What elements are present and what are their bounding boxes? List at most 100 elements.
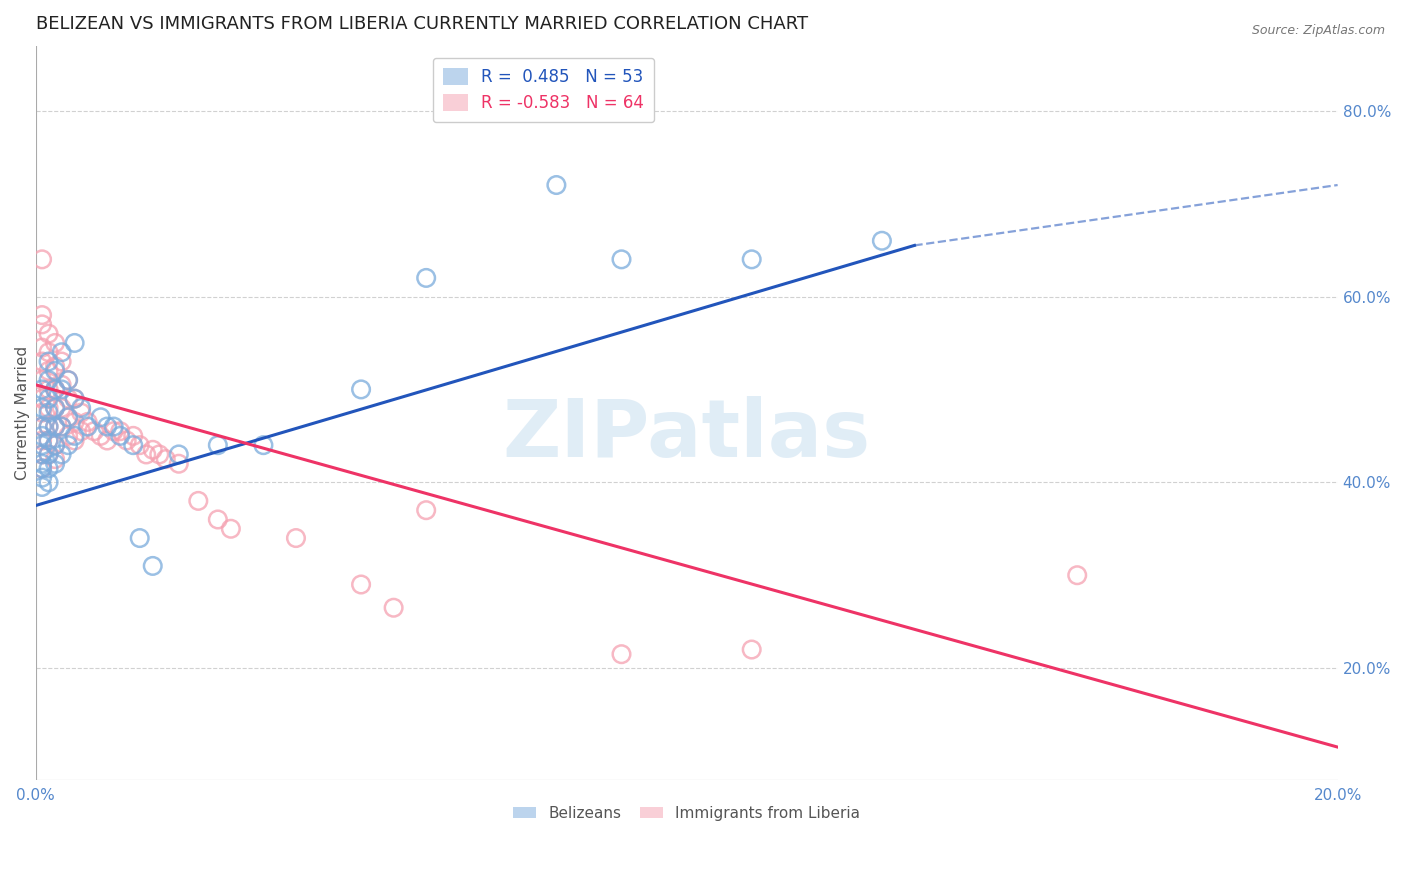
Point bbox=[56, 410, 79, 425]
Point bbox=[610, 647, 633, 661]
Point bbox=[31, 354, 53, 368]
Point bbox=[70, 401, 93, 415]
Point bbox=[31, 406, 53, 420]
Point bbox=[31, 471, 53, 485]
Text: Source: ZipAtlas.com: Source: ZipAtlas.com bbox=[1251, 24, 1385, 37]
Text: ZIPatlas: ZIPatlas bbox=[502, 396, 870, 474]
Point bbox=[31, 461, 53, 475]
Point bbox=[76, 419, 98, 434]
Point bbox=[38, 401, 60, 415]
Point bbox=[415, 503, 437, 517]
Point bbox=[135, 447, 157, 461]
Point bbox=[31, 434, 53, 448]
Legend: Belizeans, Immigrants from Liberia: Belizeans, Immigrants from Liberia bbox=[508, 800, 866, 827]
Point bbox=[31, 392, 53, 406]
Point bbox=[142, 558, 165, 573]
Point bbox=[108, 429, 131, 443]
Point bbox=[350, 383, 373, 397]
Point bbox=[56, 410, 79, 425]
Point bbox=[31, 419, 53, 434]
Point bbox=[142, 442, 165, 457]
Point bbox=[44, 438, 66, 452]
Point bbox=[63, 415, 86, 429]
Point bbox=[219, 522, 242, 536]
Point bbox=[415, 271, 437, 285]
Point bbox=[31, 480, 53, 494]
Point bbox=[31, 429, 53, 443]
Point bbox=[44, 359, 66, 374]
Point bbox=[38, 392, 60, 406]
Point bbox=[44, 364, 66, 378]
Point bbox=[38, 419, 60, 434]
Point bbox=[31, 447, 53, 461]
Point bbox=[44, 419, 66, 434]
Point bbox=[38, 461, 60, 475]
Point bbox=[63, 392, 86, 406]
Point bbox=[128, 531, 150, 545]
Point bbox=[350, 577, 373, 591]
Point bbox=[51, 377, 73, 392]
Point bbox=[187, 494, 209, 508]
Y-axis label: Currently Married: Currently Married bbox=[15, 345, 30, 480]
Point bbox=[56, 392, 79, 406]
Point bbox=[44, 457, 66, 471]
Point bbox=[207, 512, 229, 526]
Point bbox=[31, 438, 53, 452]
Point bbox=[51, 419, 73, 434]
Point bbox=[38, 364, 60, 378]
Point bbox=[38, 475, 60, 490]
Point bbox=[44, 438, 66, 452]
Point bbox=[285, 531, 308, 545]
Point bbox=[56, 373, 79, 387]
Point bbox=[167, 457, 190, 471]
Point bbox=[51, 447, 73, 461]
Point bbox=[51, 354, 73, 368]
Point bbox=[741, 252, 763, 267]
Point bbox=[56, 438, 79, 452]
Point bbox=[103, 419, 125, 434]
Point bbox=[51, 419, 73, 434]
Point bbox=[56, 429, 79, 443]
Point bbox=[31, 318, 53, 332]
Point bbox=[167, 447, 190, 461]
Point bbox=[610, 252, 633, 267]
Point bbox=[76, 415, 98, 429]
Point bbox=[122, 438, 145, 452]
Point bbox=[31, 461, 53, 475]
Point bbox=[90, 429, 112, 443]
Point bbox=[155, 452, 177, 467]
Point bbox=[38, 434, 60, 448]
Point bbox=[63, 429, 86, 443]
Point bbox=[31, 252, 53, 267]
Point bbox=[44, 335, 66, 350]
Point bbox=[96, 419, 118, 434]
Text: BELIZEAN VS IMMIGRANTS FROM LIBERIA CURRENTLY MARRIED CORRELATION CHART: BELIZEAN VS IMMIGRANTS FROM LIBERIA CURR… bbox=[35, 15, 807, 33]
Point bbox=[44, 452, 66, 467]
Point bbox=[51, 383, 73, 397]
Point bbox=[31, 383, 53, 397]
Point bbox=[44, 383, 66, 397]
Point bbox=[31, 457, 53, 471]
Point bbox=[63, 392, 86, 406]
Point bbox=[56, 373, 79, 387]
Point bbox=[38, 434, 60, 448]
Point bbox=[38, 406, 60, 420]
Point bbox=[122, 429, 145, 443]
Point bbox=[63, 434, 86, 448]
Point bbox=[44, 419, 66, 434]
Point bbox=[31, 447, 53, 461]
Point bbox=[115, 434, 138, 448]
Point bbox=[38, 447, 60, 461]
Point bbox=[38, 383, 60, 397]
Point bbox=[63, 335, 86, 350]
Point bbox=[148, 447, 170, 461]
Point bbox=[103, 424, 125, 438]
Point bbox=[207, 438, 229, 452]
Point bbox=[31, 341, 53, 355]
Point bbox=[96, 434, 118, 448]
Point bbox=[741, 642, 763, 657]
Point bbox=[870, 234, 893, 248]
Point bbox=[38, 326, 60, 341]
Point bbox=[31, 308, 53, 322]
Point bbox=[31, 373, 53, 387]
